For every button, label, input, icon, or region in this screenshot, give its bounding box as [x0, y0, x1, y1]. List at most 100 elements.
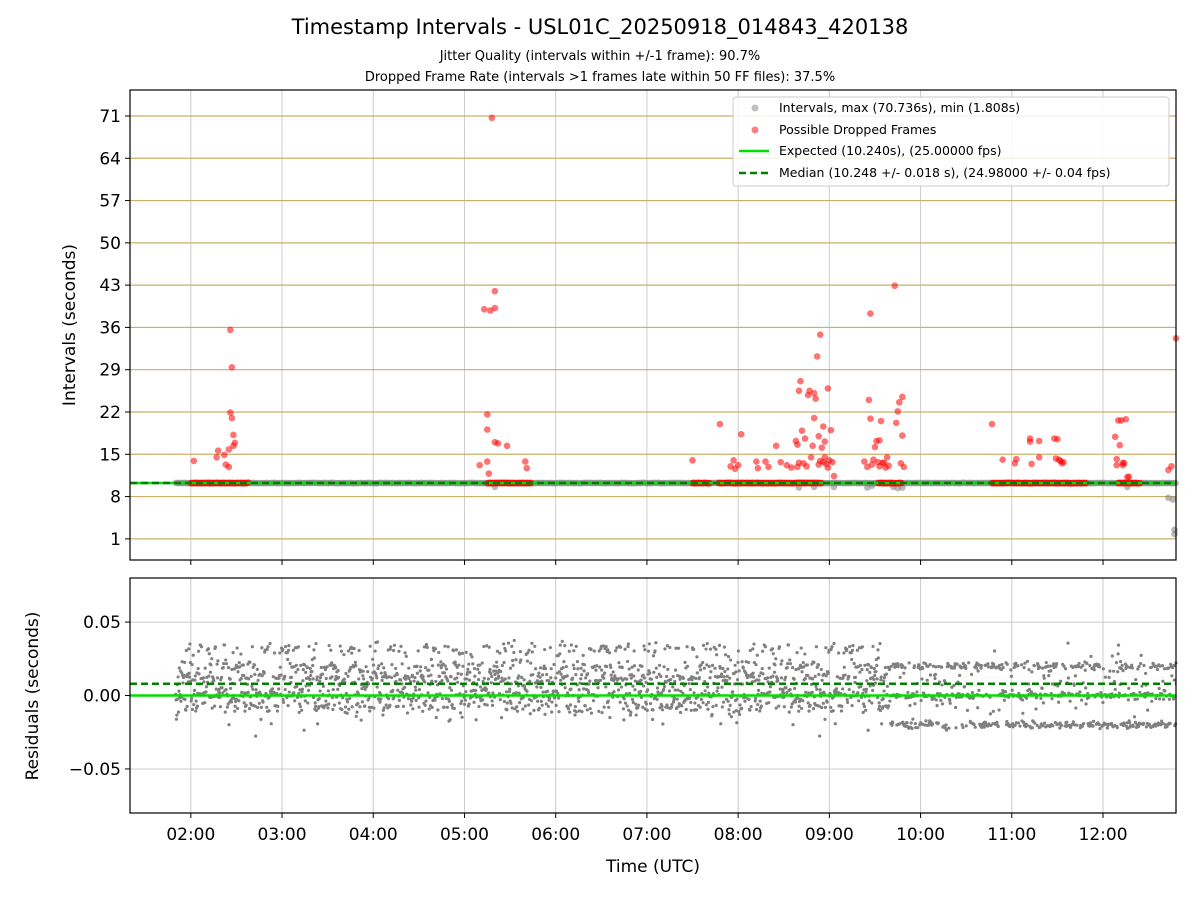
residual-point: [887, 704, 891, 708]
dropped-frame-point: [867, 415, 874, 422]
residual-point: [1016, 721, 1020, 725]
residual-point: [1079, 698, 1084, 702]
residual-point: [286, 648, 291, 652]
residual-point: [231, 651, 235, 655]
residual-point: [1132, 715, 1137, 719]
residual-point: [628, 713, 633, 717]
residual-point: [594, 668, 598, 672]
residual-point: [350, 651, 354, 655]
residual-point: [498, 651, 502, 655]
residual-point: [579, 677, 583, 681]
residual-point: [183, 697, 187, 702]
residual-point: [787, 710, 791, 714]
residual-point: [187, 671, 191, 675]
residual-point: [296, 667, 300, 672]
residual-point: [913, 702, 917, 706]
residual-point: [318, 675, 323, 680]
residual-point: [504, 690, 509, 694]
residual-point: [362, 677, 366, 681]
residual-point: [910, 726, 914, 730]
residual-point: [254, 688, 258, 692]
residual-point: [281, 697, 285, 702]
residual-point: [1130, 666, 1135, 670]
residual-point: [229, 700, 234, 704]
residual-point: [586, 672, 590, 676]
residual-point: [665, 703, 669, 707]
residual-point: [303, 699, 307, 703]
dropped-frame-point: [777, 458, 785, 466]
residual-point: [829, 647, 833, 651]
residual-point: [596, 686, 600, 690]
residual-point: [490, 703, 495, 707]
residual-point: [699, 668, 703, 672]
residual-point: [381, 713, 385, 717]
residual-point: [930, 722, 935, 726]
residual-point: [446, 679, 450, 683]
residual-point: [1122, 722, 1126, 727]
residual-point: [224, 658, 228, 662]
residual-point: [314, 708, 319, 713]
dropped-frame-point: [829, 458, 836, 466]
residual-point: [708, 676, 712, 680]
residual-point: [1048, 664, 1052, 668]
residual-point: [1075, 723, 1079, 727]
dropped-frame-point: [521, 458, 529, 465]
residual-point: [403, 685, 407, 689]
residual-point: [657, 672, 661, 676]
residual-point: [448, 718, 452, 722]
residual-point: [1138, 690, 1142, 694]
residual-point: [532, 708, 536, 713]
dropped-frame-point: [1113, 455, 1121, 463]
residual-point: [495, 660, 499, 664]
residual-point: [300, 708, 304, 712]
residual-point: [1125, 726, 1130, 730]
residual-point: [931, 664, 935, 668]
dropped-frame-point: [1125, 473, 1133, 480]
residual-point: [872, 666, 876, 671]
residual-point: [687, 696, 692, 700]
residual-point: [935, 704, 939, 708]
residual-point: [794, 667, 798, 672]
residual-point: [1038, 665, 1042, 669]
residual-point: [360, 686, 364, 691]
residual-point: [882, 675, 887, 680]
residual-point: [340, 707, 344, 712]
residual-point: [858, 670, 862, 674]
legend-expected-label: Expected (10.240s), (25.00000 fps): [779, 143, 1001, 158]
residual-point: [504, 649, 508, 653]
residual-point: [578, 681, 582, 685]
residual-point: [871, 644, 875, 649]
residual-point: [530, 641, 534, 645]
residual-point: [193, 678, 197, 682]
residual-point: [678, 677, 682, 681]
residual-point: [889, 664, 893, 669]
residual-point: [550, 700, 554, 704]
residual-point: [626, 644, 630, 649]
residual-point: [312, 648, 316, 652]
dropped-frame-point: [810, 389, 818, 397]
residual-point: [719, 675, 723, 679]
residual-point: [249, 674, 253, 678]
residual-point: [543, 666, 548, 671]
residual-point: [193, 674, 197, 678]
residual-point: [692, 691, 696, 695]
residual-point: [396, 704, 400, 709]
residual-point: [361, 674, 365, 678]
residual-point: [851, 644, 855, 648]
interval-point: [1169, 496, 1177, 503]
residual-point: [754, 662, 758, 667]
residual-point: [461, 664, 465, 668]
residual-point: [690, 678, 694, 682]
residual-point: [207, 674, 211, 678]
residual-point: [243, 709, 247, 713]
residual-point: [540, 703, 544, 707]
residual-point: [967, 661, 971, 665]
residual-point: [179, 699, 183, 703]
residual-point: [591, 699, 596, 703]
residual-point: [345, 697, 349, 701]
residual-point: [1116, 652, 1120, 656]
residual-point: [872, 677, 876, 681]
residual-point: [703, 689, 707, 693]
residual-point: [238, 665, 242, 669]
residual-point: [464, 650, 468, 654]
